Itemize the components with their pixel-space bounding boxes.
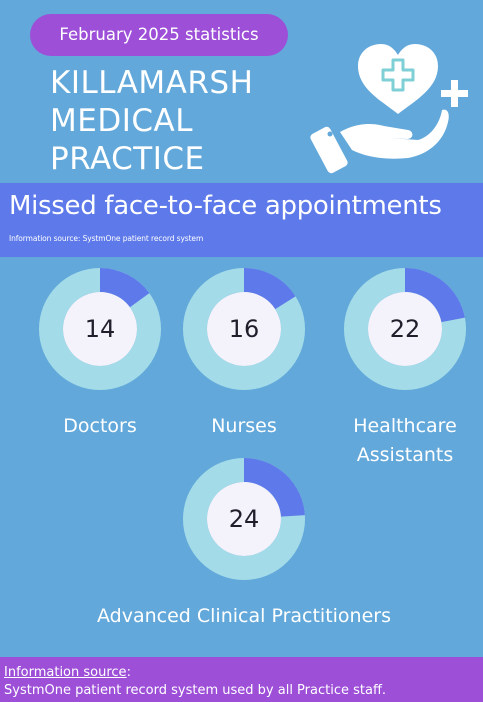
banner-source-note: Information source: SystmOne patient rec… — [9, 234, 204, 243]
donut-arc — [405, 268, 465, 323]
practice-name-line-3: PRACTICE — [50, 141, 205, 177]
donut-center — [63, 292, 137, 366]
donut-arc — [100, 268, 150, 308]
donut-chart: 24 — [183, 458, 305, 580]
footer-source-description: SystmOne patient record system used by a… — [4, 683, 387, 698]
footer: Information source: SystmOne patient rec… — [0, 657, 483, 702]
stat-label: Doctors — [20, 412, 180, 441]
donut-chart: 16 — [183, 268, 305, 390]
title-banner: Missed face-to-face appointments Informa… — [0, 183, 483, 257]
medical-cross-icon — [381, 58, 415, 92]
donut-center — [207, 292, 281, 366]
donut-chart: 14 — [39, 268, 161, 390]
banner-title: Missed face-to-face appointments — [9, 191, 442, 221]
footer-source-heading: Information source: — [4, 665, 131, 681]
donut-value: 24 — [229, 505, 260, 533]
stat-label: Nurses — [164, 412, 324, 441]
donut-value: 22 — [390, 315, 421, 343]
stat-card-healthcare-assistants: 22 Healthcare Assistants — [325, 268, 483, 470]
stat-label-line: Advanced Clinical Practitioners — [97, 605, 391, 627]
plus-icon — [441, 80, 468, 107]
stat-card-doctors: 14 Doctors — [20, 268, 180, 441]
donut-value: 16 — [229, 315, 260, 343]
hand-icon — [340, 109, 449, 159]
footer-source-link[interactable]: Information source — [4, 665, 127, 680]
stat-label-line: Nurses — [211, 415, 277, 437]
period-label: February 2025 statistics — [59, 25, 259, 44]
heart-icon — [358, 44, 438, 114]
hand-holding-heart-icon — [310, 44, 468, 174]
donut-center — [207, 482, 281, 556]
stat-label: Advanced Clinical Practitioners — [44, 602, 444, 631]
practice-name-line-1: KILLAMARSH — [50, 65, 254, 101]
donut-chart: 22 — [344, 268, 466, 390]
period-badge: February 2025 statistics — [30, 14, 288, 56]
stat-card-nurses: 16 Nurses — [164, 268, 324, 441]
stat-card-advanced-clinical-practitioners: 24 Advanced Clinical Practitioners — [97, 458, 391, 631]
practice-name: KILLAMARSH MEDICAL PRACTICE — [50, 64, 253, 178]
donut-value: 14 — [85, 315, 116, 343]
donut-center — [368, 292, 442, 366]
donut-arc — [244, 268, 296, 310]
stat-label-line-2: Assistants — [356, 444, 454, 466]
practice-name-line-2: MEDICAL — [50, 103, 193, 139]
donut-arc — [244, 458, 305, 517]
stat-label-line-1: Healthcare — [353, 415, 457, 437]
stat-label-line: Doctors — [63, 415, 137, 437]
stat-label: Healthcare Assistants — [325, 412, 483, 470]
footer-source-colon: : — [126, 665, 131, 680]
